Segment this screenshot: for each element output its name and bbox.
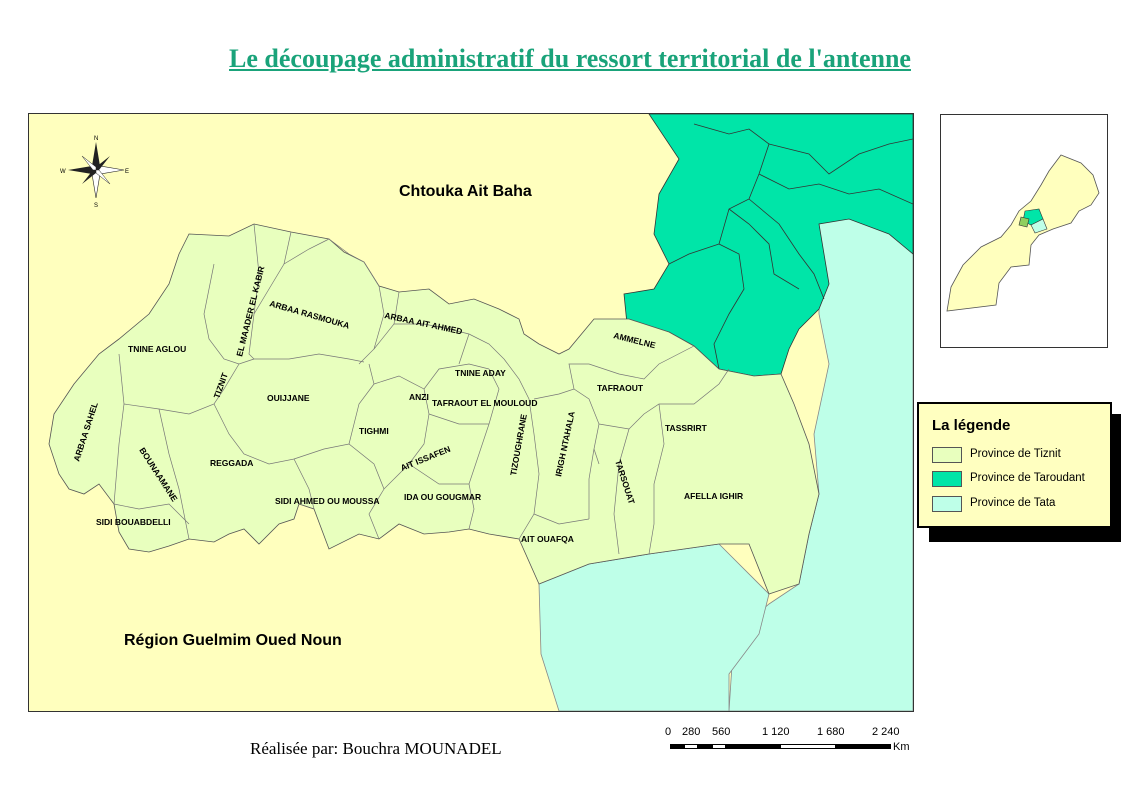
scale-segment — [670, 744, 684, 749]
legend-swatch — [932, 496, 962, 512]
commune-label: AIT OUAFQA — [521, 534, 574, 544]
legend-label: Province de Taroudant — [970, 472, 1085, 484]
commune-label: IDA OU GOUGMAR — [404, 492, 481, 502]
region-label-south: Région Guelmim Oued Noun — [124, 632, 342, 649]
scale-tick: 1 120 — [762, 726, 790, 738]
scale-segment — [712, 744, 726, 749]
commune-label: TASSRIRT — [665, 423, 708, 433]
commune-label: TAFRAOUT EL MOULOUD — [432, 398, 537, 408]
commune-label: TAFRAOUT — [597, 383, 644, 393]
compass-rose-icon: N S E W — [60, 136, 129, 209]
commune-label: ANZI — [409, 392, 429, 402]
compass-w: W — [60, 169, 66, 175]
morocco-outline — [946, 154, 1100, 312]
scale-tick: 280 — [682, 726, 701, 738]
scale-segment — [698, 744, 712, 749]
legend-label: Province de Tata — [970, 497, 1056, 509]
commune-label: TNINE ADAY — [455, 368, 506, 378]
legend: La légende Province de Tiznit Province d… — [917, 402, 1112, 528]
taroudant-boundaries — [668, 123, 913, 370]
map-title: Le découpage administratif du ressort te… — [229, 44, 911, 73]
legend-title: La légende — [932, 417, 1011, 434]
commune-label: OUIJJANE — [267, 393, 310, 403]
scale-tick: 560 — [712, 726, 731, 738]
scale-tick: 1 680 — [817, 726, 845, 738]
commune-label: AFELLA IGHIR — [684, 491, 743, 501]
map-canvas: Chtouka Ait Baha Région Guelmim Oued Nou… — [48, 114, 913, 711]
legend-swatch — [932, 471, 962, 487]
scale-segment — [684, 744, 698, 749]
scale-segment — [726, 744, 780, 749]
commune-label: REGGADA — [210, 458, 253, 468]
commune-boundaries — [113, 223, 730, 555]
scale-bar: 0 280 560 1 120 1 680 2 240 Km — [660, 726, 920, 766]
legend-swatch — [932, 447, 962, 463]
scale-unit: Km — [893, 741, 910, 753]
commune-label: SIDI AHMED OU MOUSSA — [275, 496, 380, 506]
compass-n: N — [94, 136, 98, 142]
province-tiznit — [48, 223, 820, 595]
author-credit: Réalisée par: Bouchra MOUNADEL — [250, 739, 502, 758]
legend-label: Province de Tiznit — [970, 448, 1061, 460]
inset-locator-map — [940, 114, 1108, 348]
compass-s: S — [94, 203, 98, 209]
main-map[interactable]: Chtouka Ait Baha Région Guelmim Oued Nou… — [28, 113, 914, 712]
scale-segment — [836, 744, 891, 749]
scale-segment — [780, 744, 836, 749]
scale-tick: 2 240 — [872, 726, 900, 738]
region-label-north: Chtouka Ait Baha — [399, 183, 532, 200]
commune-label: SIDI BOUABDELLI — [96, 517, 171, 527]
compass-e: E — [125, 169, 129, 175]
scale-tick: 0 — [665, 726, 672, 738]
commune-label: TNINE AGLOU — [128, 344, 186, 354]
commune-label: TIGHMI — [359, 426, 389, 436]
